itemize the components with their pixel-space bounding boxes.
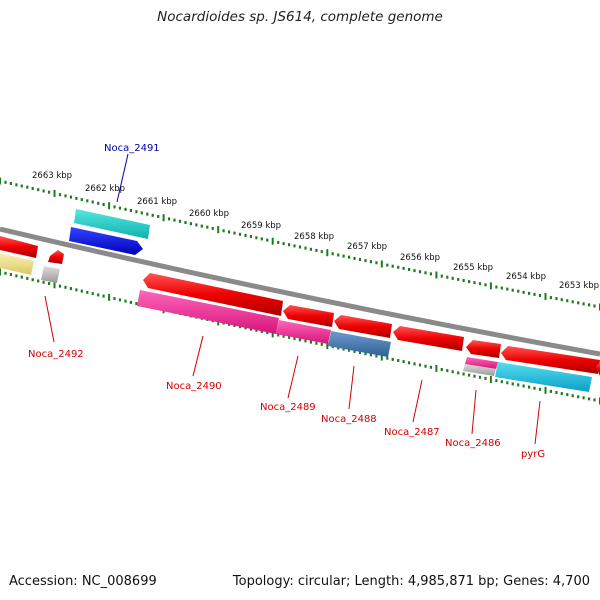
cds-noca-2488[interactable] bbox=[328, 331, 391, 357]
gene-noca-2487[interactable] bbox=[393, 326, 464, 351]
tick-label-2662: 2662 kbp bbox=[85, 184, 125, 194]
cds-track-reverse bbox=[0, 253, 592, 392]
leader-noca-2486 bbox=[471, 389, 477, 435]
gene-left-partial[interactable] bbox=[0, 236, 38, 258]
tick-label-2658: 2658 kbp bbox=[294, 232, 334, 242]
gene-noca-2488[interactable] bbox=[334, 315, 392, 338]
cds-noca-2486-gray[interactable] bbox=[463, 364, 496, 376]
leader-noca-2488 bbox=[348, 365, 355, 410]
cds-yellow-partial[interactable] bbox=[0, 253, 34, 275]
cds-noca-2491-teal[interactable] bbox=[74, 209, 150, 239]
label-noca-2489[interactable]: Noca_2489 bbox=[260, 402, 316, 413]
gene-noca-2486[interactable] bbox=[466, 340, 501, 358]
tick-label-2660: 2660 kbp bbox=[189, 209, 229, 219]
gene-noca-2489[interactable] bbox=[283, 305, 334, 327]
label-noca-2490[interactable]: Noca_2490 bbox=[166, 381, 222, 392]
cds-track-forward bbox=[69, 209, 150, 255]
label-noca-2491[interactable]: Noca_2491 bbox=[104, 143, 160, 154]
cds-gray-small[interactable] bbox=[41, 266, 60, 283]
leader-noca-2491 bbox=[116, 153, 129, 203]
tick-label-2659: 2659 kbp bbox=[241, 221, 281, 231]
genome-backbone bbox=[0, 226, 600, 357]
cds-noca-2489[interactable] bbox=[276, 320, 331, 344]
label-noca-2488[interactable]: Noca_2488 bbox=[321, 414, 377, 425]
map-title: Nocardioides sp. JS614, complete genome bbox=[157, 9, 443, 25]
scale-labels: 2663 kbp 2662 kbp 2661 kbp 2660 kbp 2659… bbox=[32, 171, 599, 291]
cds-noca-2486-pink[interactable] bbox=[465, 357, 498, 369]
leader-noca-2487 bbox=[412, 379, 423, 423]
tick-label-2653: 2653 kbp bbox=[559, 281, 599, 291]
leader-noca-2490 bbox=[192, 335, 204, 377]
topology-summary: Topology: circular; Length: 4,985,871 bp… bbox=[232, 574, 590, 589]
gene-noca-2490[interactable] bbox=[143, 273, 283, 316]
tick-label-2657: 2657 kbp bbox=[347, 242, 387, 252]
accession-text: Accession: NC_008699 bbox=[9, 574, 157, 589]
tick-label-2663: 2663 kbp bbox=[32, 171, 72, 181]
tick-label-2654: 2654 kbp bbox=[506, 272, 546, 282]
outer-scale-track bbox=[0, 177, 600, 311]
label-pyrg[interactable]: pyrG bbox=[521, 449, 545, 460]
label-leaders bbox=[44, 153, 541, 445]
leader-noca-2489 bbox=[287, 355, 299, 399]
cds-pyrg[interactable] bbox=[495, 362, 592, 392]
gene-track bbox=[0, 236, 600, 376]
leader-pyrg bbox=[534, 400, 541, 445]
label-noca-2492[interactable]: Noca_2492 bbox=[28, 349, 84, 360]
leader-noca-2492 bbox=[44, 295, 55, 343]
gene-small-red[interactable] bbox=[48, 250, 64, 264]
label-noca-2486[interactable]: Noca_2486 bbox=[445, 438, 501, 449]
gene-labels: Noca_2491 Noca_2492 Noca_2490 Noca_2489 … bbox=[28, 143, 545, 460]
tick-label-2655: 2655 kbp bbox=[453, 263, 493, 273]
cds-noca-2491-blue[interactable] bbox=[69, 227, 143, 255]
gene-pyrg[interactable] bbox=[501, 346, 600, 374]
tick-label-2661: 2661 kbp bbox=[137, 197, 177, 207]
gene-right-partial[interactable] bbox=[596, 362, 600, 376]
tick-label-2656: 2656 kbp bbox=[400, 253, 440, 263]
label-noca-2487[interactable]: Noca_2487 bbox=[384, 427, 440, 438]
cds-noca-2490[interactable] bbox=[137, 290, 279, 334]
